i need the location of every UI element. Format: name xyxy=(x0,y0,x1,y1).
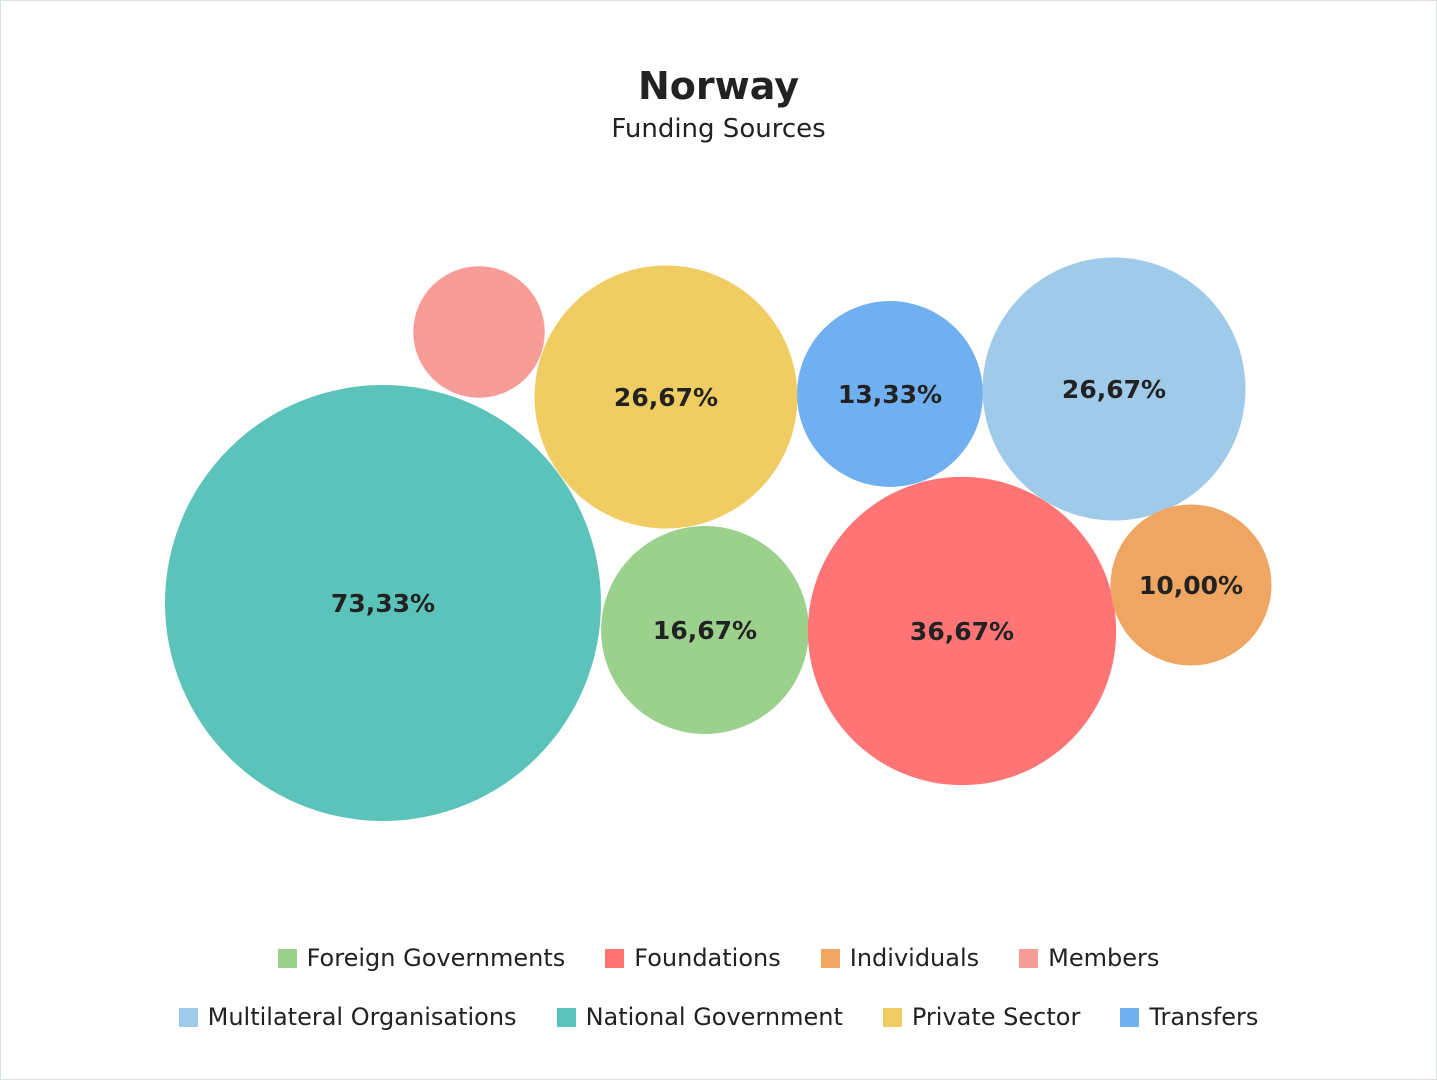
bubble-label-national-government: 73,33% xyxy=(331,589,435,618)
bubble-private-sector[interactable] xyxy=(534,265,798,529)
legend-label: Foundations xyxy=(634,944,781,972)
legend-item-private-sector[interactable]: Private Sector xyxy=(882,1003,1081,1031)
legend-swatch xyxy=(1120,1007,1140,1027)
legend-item-foundations[interactable]: Foundations xyxy=(605,944,781,972)
legend-swatch xyxy=(1019,948,1039,968)
legend-label: National Government xyxy=(585,1003,843,1031)
bubble-national-government[interactable] xyxy=(165,385,601,821)
legend-label: Private Sector xyxy=(911,1003,1081,1031)
bubble-label-transfers: 13,33% xyxy=(838,380,942,409)
legend-item-members[interactable]: Members xyxy=(1019,944,1159,972)
legend-item-multilateral-organisations[interactable]: Multilateral Organisations xyxy=(178,1003,517,1031)
bubble-members[interactable] xyxy=(413,266,545,398)
bubble-label-foreign-governments: 16,67% xyxy=(653,616,757,645)
legend-row: Multilateral Organisations National Gover… xyxy=(0,1003,1437,1031)
bubble-multilateral-organisations[interactable] xyxy=(982,257,1246,521)
legend-swatch xyxy=(277,948,297,968)
legend-swatch xyxy=(605,948,625,968)
legend-swatch xyxy=(556,1007,576,1027)
legend-item-foreign-governments[interactable]: Foreign Governments xyxy=(277,944,566,972)
legend-label: Foreign Governments xyxy=(306,944,566,972)
bubble-label-multilateral-organisations: 26,67% xyxy=(1062,375,1166,404)
legend-item-individuals[interactable]: Individuals xyxy=(820,944,980,972)
legend-item-transfers[interactable]: Transfers xyxy=(1120,1003,1258,1031)
bubble-label-individuals: 10,00% xyxy=(1139,571,1243,600)
bubble-foreign-governments[interactable] xyxy=(601,526,809,734)
legend-swatch xyxy=(820,948,840,968)
bubble-foundations[interactable] xyxy=(807,476,1117,786)
bubble-label-private-sector: 26,67% xyxy=(614,383,718,412)
legend-label: Individuals xyxy=(849,944,980,972)
bubble-transfers[interactable] xyxy=(797,301,983,487)
legend-swatch xyxy=(178,1007,198,1027)
bubble-label-foundations: 36,67% xyxy=(910,617,1014,646)
legend-label: Members xyxy=(1048,944,1160,972)
legend-item-national-government[interactable]: National Government xyxy=(556,1003,843,1031)
bubble-individuals[interactable] xyxy=(1110,504,1272,666)
legend-row: Foreign Governments Foundations Individual… xyxy=(0,944,1437,972)
legend-swatch xyxy=(882,1007,902,1027)
chart-subtitle: Funding Sources xyxy=(611,114,826,144)
legend-label: Transfers xyxy=(1149,1003,1259,1031)
chart-title: Norway xyxy=(638,64,799,108)
legend-label: Multilateral Organisations xyxy=(207,1003,517,1031)
